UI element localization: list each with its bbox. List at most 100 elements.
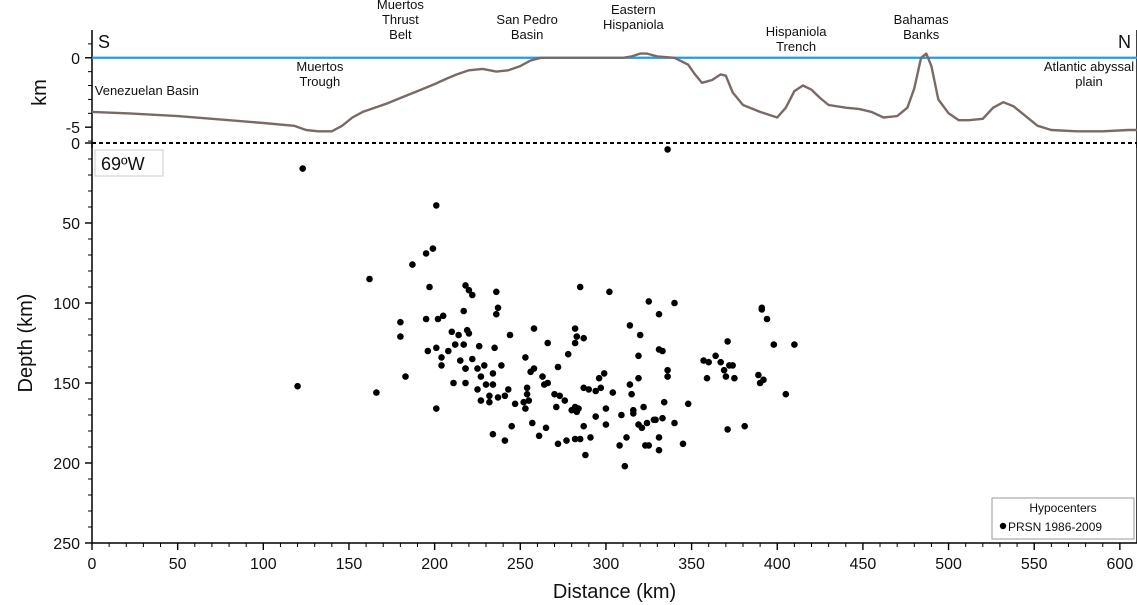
hypocenter-point (571, 325, 579, 332)
feature-label: San Pedro (496, 12, 557, 27)
profile-y-ticks: 0 -5 (66, 43, 92, 142)
hypocenter-point (638, 424, 646, 432)
hypocenter-point (580, 422, 587, 430)
hypocenter-point (684, 400, 692, 408)
hypocenter-point (582, 451, 589, 459)
profile-north-label: N (1118, 32, 1131, 52)
hypocenter-point (671, 419, 678, 427)
hypocenter-point (489, 370, 497, 377)
feature-label: Atlantic abyssal (1044, 59, 1134, 74)
hypocenter-point (489, 381, 497, 388)
hypocenter-point (422, 250, 430, 257)
hypocenter-point (455, 331, 462, 339)
hypocenter-point (621, 462, 629, 470)
hypocenter-point (491, 344, 498, 352)
hypocenter-point (635, 352, 642, 360)
hypocenter-point (448, 328, 456, 336)
feature-label: Bahamas (894, 12, 949, 27)
hypocenter-point (482, 381, 490, 388)
hypocenter-point (506, 331, 514, 339)
distance-axis-label: Distance (km) (553, 581, 676, 603)
legend-box (991, 497, 1135, 540)
hypocenter-point (635, 374, 642, 382)
hypocenter-point (438, 362, 445, 369)
distance-tick-label: 200 (421, 556, 448, 573)
hypocenter-point (465, 286, 473, 294)
hypocenter-point (592, 413, 599, 420)
hypocenter-point (571, 435, 579, 443)
hypocenter-point (640, 403, 647, 411)
depth-tick-label: 50 (62, 216, 80, 233)
profile-y-tick-label: 0 (71, 51, 80, 68)
distance-tick-label: 50 (169, 556, 187, 573)
hypocenter-point (429, 245, 437, 252)
depth-tick-label: 100 (53, 296, 80, 313)
hypocenter-point (717, 358, 724, 366)
hypocenter-point (655, 434, 663, 441)
legend: Hypocenters PRSN 1986-2009 (991, 497, 1135, 540)
feature-label: Thrust (382, 12, 419, 27)
hypocenter-point (700, 357, 707, 364)
hypocenter-point (655, 346, 663, 353)
hypocenter-point (525, 397, 533, 404)
feature-label: Eastern (611, 2, 656, 17)
longitude-annotation-box (94, 149, 164, 177)
hypocenter-point (469, 291, 476, 299)
hypocenter-point (462, 379, 469, 387)
hypocenter-point (402, 373, 409, 380)
hypocenter-point (602, 405, 610, 412)
hypocenter-point (636, 331, 644, 339)
hypocenter-point (535, 432, 543, 440)
hypocenter-point (523, 390, 531, 398)
hypocenter-point (671, 299, 678, 307)
feature-label: Venezuelan Basin (95, 83, 199, 98)
hypocenter-points (294, 146, 798, 470)
depth-panel: 0 50 100 150 200 250 0 50 100 150 200 250 300 350 400… (15, 136, 1137, 603)
hypocenter-point (642, 442, 649, 449)
hypocenter-point (294, 382, 301, 390)
hypocenter-point (585, 386, 593, 393)
hypocenter-point (554, 363, 562, 371)
hypocenter-point (606, 288, 613, 296)
hypocenter-point (587, 434, 594, 441)
hypocenter-point (563, 437, 570, 444)
hypocenter-point (576, 283, 584, 291)
feature-label: Hispaniola (603, 17, 664, 32)
legend-title: Hypocenters (1029, 501, 1096, 515)
hypocenter-point (438, 354, 445, 361)
hypocenter-point (481, 362, 488, 369)
hypocenter-point (477, 373, 485, 380)
hypocenter-point (433, 344, 440, 352)
depth-tick-label: 150 (53, 376, 80, 393)
hypocenter-point (712, 352, 719, 360)
feature-label: Hispaniola (766, 24, 827, 39)
hypocenter-point (626, 381, 634, 388)
hypocenter-point (465, 330, 473, 337)
depth-axis-label: Depth (km) (15, 294, 37, 393)
profile-panel: 0-5 km S N Venezuelan BasinMuertosTrough… (29, 0, 1137, 148)
hypocenter-point (486, 398, 493, 406)
hypocenter-point (655, 446, 663, 454)
hypocenter-point (722, 373, 730, 380)
profile-south-label: S (98, 32, 110, 52)
feature-label: Trough (299, 74, 340, 89)
hypocenter-point (409, 261, 416, 268)
hypocenter-point (556, 392, 563, 400)
hypocenter-point (529, 419, 536, 427)
hypocenter-point (655, 310, 663, 318)
hypocenter-point (434, 315, 442, 323)
hypocenter-point (501, 437, 509, 444)
hypocenter-point (755, 371, 762, 379)
hypocenter-point (703, 374, 711, 382)
hypocenter-point (501, 392, 509, 400)
topography-line (91, 52, 1137, 133)
hypocenter-point (561, 397, 569, 404)
feature-labels: Venezuelan BasinMuertosTroughMuertosThru… (95, 0, 1135, 98)
hypocenter-point (618, 411, 625, 419)
hypocenter-point (542, 424, 550, 432)
hypocenter-point (498, 362, 505, 369)
depth-tick-label: 0 (71, 136, 80, 153)
legend-entry: PRSN 1986-2009 (1008, 520, 1102, 534)
hypocenter-point (450, 379, 457, 387)
longitude-annotation-text: 69ºW (101, 154, 145, 174)
